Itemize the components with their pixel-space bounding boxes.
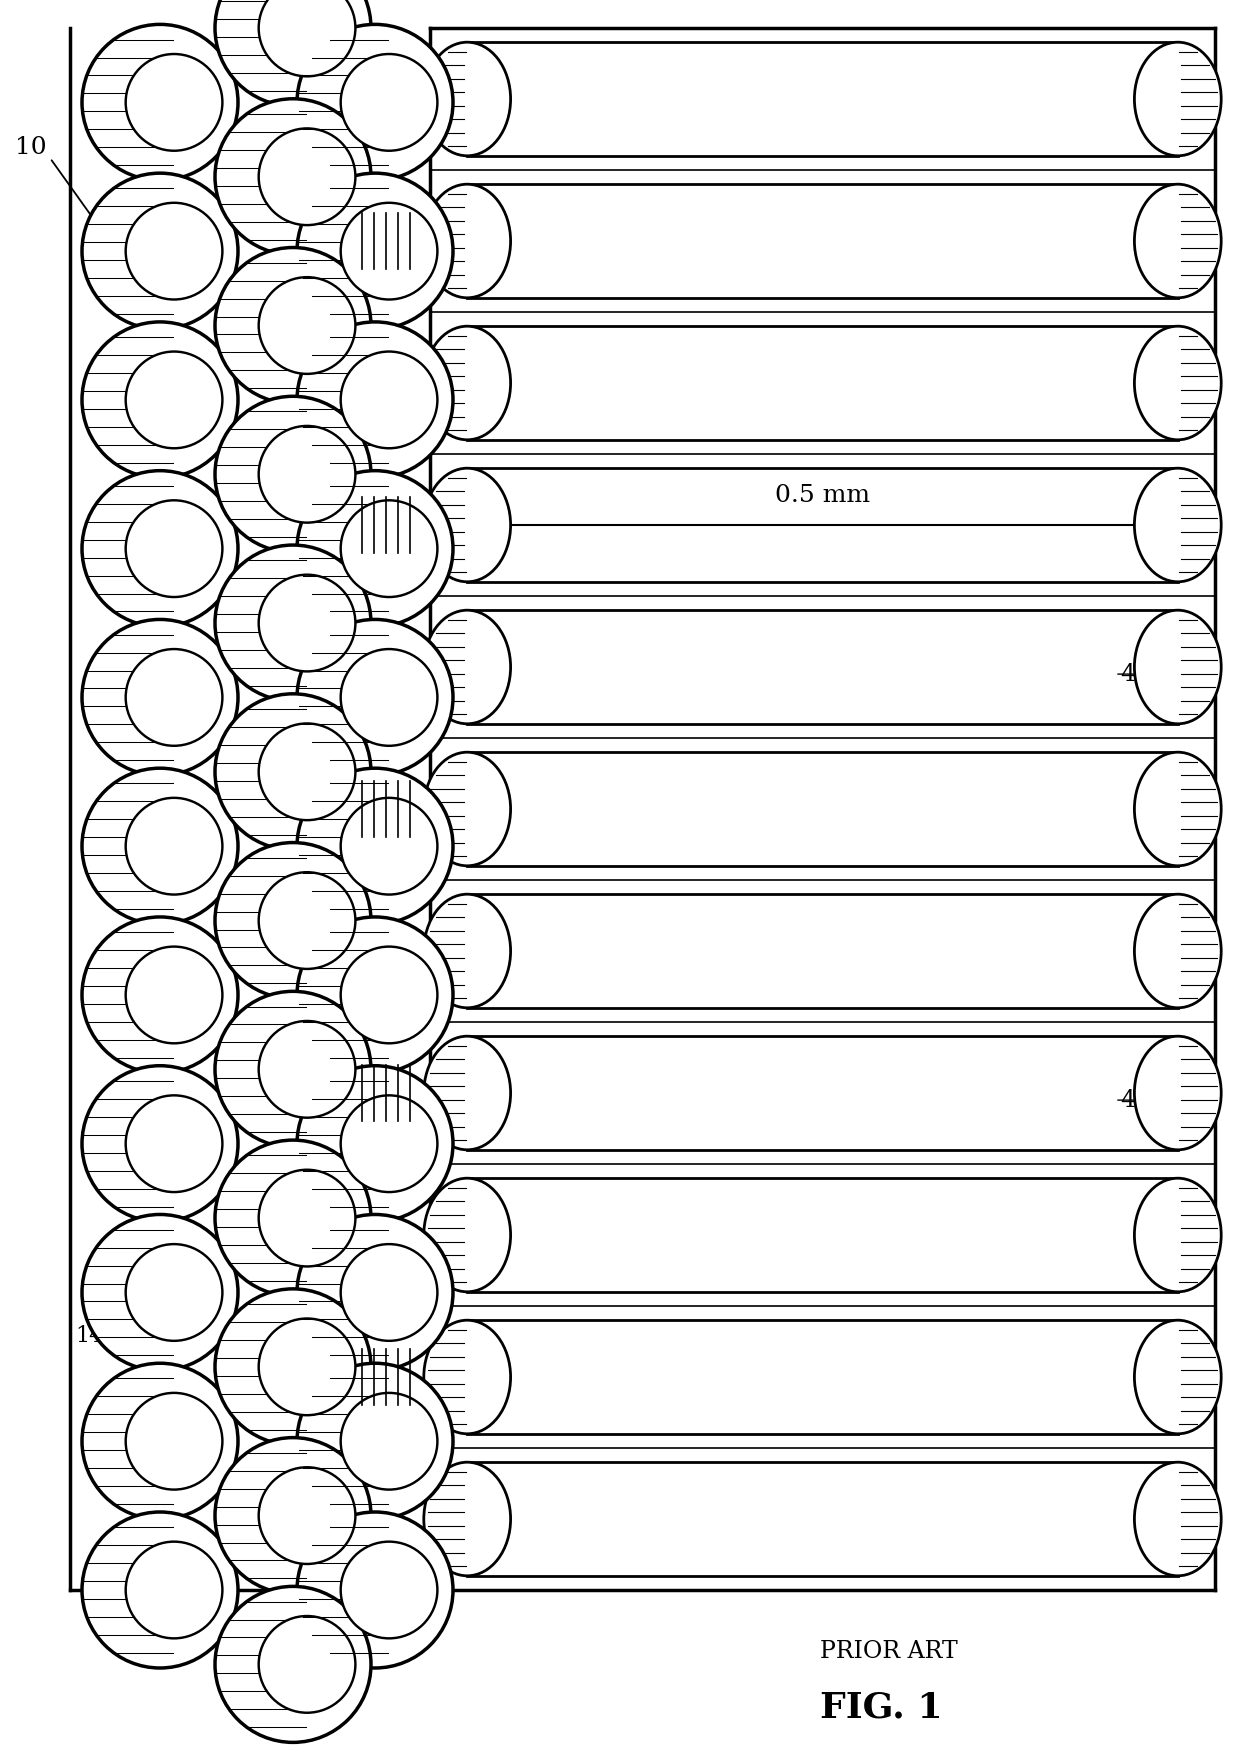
Ellipse shape bbox=[259, 277, 356, 374]
Ellipse shape bbox=[125, 501, 222, 598]
Ellipse shape bbox=[341, 1541, 438, 1638]
Ellipse shape bbox=[259, 1319, 356, 1416]
Ellipse shape bbox=[215, 1289, 371, 1446]
Ellipse shape bbox=[215, 1437, 371, 1594]
Ellipse shape bbox=[125, 203, 222, 300]
Ellipse shape bbox=[341, 1245, 438, 1342]
Ellipse shape bbox=[125, 1393, 222, 1490]
Ellipse shape bbox=[298, 323, 453, 478]
Ellipse shape bbox=[215, 1587, 371, 1742]
Ellipse shape bbox=[125, 55, 222, 152]
Ellipse shape bbox=[298, 1513, 453, 1668]
Ellipse shape bbox=[215, 99, 371, 256]
Ellipse shape bbox=[341, 501, 438, 598]
Ellipse shape bbox=[82, 1215, 238, 1370]
Ellipse shape bbox=[125, 1245, 222, 1342]
Ellipse shape bbox=[82, 1363, 238, 1520]
Ellipse shape bbox=[215, 247, 371, 404]
Ellipse shape bbox=[215, 695, 371, 850]
Ellipse shape bbox=[82, 1513, 238, 1668]
Ellipse shape bbox=[298, 1065, 453, 1222]
Ellipse shape bbox=[1135, 610, 1221, 725]
Ellipse shape bbox=[298, 25, 453, 180]
Ellipse shape bbox=[424, 1178, 511, 1292]
Ellipse shape bbox=[298, 471, 453, 626]
Ellipse shape bbox=[1135, 1178, 1221, 1292]
Ellipse shape bbox=[424, 183, 511, 298]
Ellipse shape bbox=[424, 326, 511, 439]
Ellipse shape bbox=[341, 203, 438, 300]
Ellipse shape bbox=[82, 323, 238, 478]
Ellipse shape bbox=[424, 610, 511, 725]
Ellipse shape bbox=[82, 173, 238, 330]
Ellipse shape bbox=[125, 649, 222, 746]
Ellipse shape bbox=[125, 351, 222, 448]
Ellipse shape bbox=[259, 1617, 356, 1712]
Ellipse shape bbox=[259, 1021, 356, 1118]
Text: 14: 14 bbox=[74, 1326, 103, 1347]
Ellipse shape bbox=[424, 469, 511, 582]
Ellipse shape bbox=[298, 917, 453, 1074]
Ellipse shape bbox=[82, 619, 238, 776]
Ellipse shape bbox=[1135, 183, 1221, 298]
Text: 12: 12 bbox=[146, 686, 174, 707]
Ellipse shape bbox=[259, 575, 356, 672]
Ellipse shape bbox=[341, 55, 438, 152]
Text: 0.5 mm: 0.5 mm bbox=[775, 485, 870, 508]
Ellipse shape bbox=[1135, 1320, 1221, 1433]
Ellipse shape bbox=[259, 1169, 356, 1266]
Text: 10: 10 bbox=[15, 136, 47, 159]
Ellipse shape bbox=[82, 471, 238, 626]
Ellipse shape bbox=[1135, 894, 1221, 1008]
Ellipse shape bbox=[298, 769, 453, 924]
Ellipse shape bbox=[215, 1141, 371, 1296]
Ellipse shape bbox=[259, 0, 356, 76]
Ellipse shape bbox=[341, 799, 438, 894]
Ellipse shape bbox=[341, 1393, 438, 1490]
Ellipse shape bbox=[1135, 1462, 1221, 1576]
Ellipse shape bbox=[215, 545, 371, 702]
Ellipse shape bbox=[424, 753, 511, 866]
Ellipse shape bbox=[259, 1467, 356, 1564]
Ellipse shape bbox=[341, 1095, 438, 1192]
Text: PRIOR ART: PRIOR ART bbox=[820, 1640, 957, 1663]
Ellipse shape bbox=[298, 173, 453, 330]
Ellipse shape bbox=[1135, 42, 1221, 155]
Ellipse shape bbox=[1135, 753, 1221, 866]
Ellipse shape bbox=[125, 799, 222, 894]
Ellipse shape bbox=[341, 947, 438, 1044]
Ellipse shape bbox=[259, 723, 356, 820]
Ellipse shape bbox=[259, 129, 356, 226]
Ellipse shape bbox=[1135, 469, 1221, 582]
Ellipse shape bbox=[82, 1065, 238, 1222]
Ellipse shape bbox=[341, 649, 438, 746]
Ellipse shape bbox=[125, 947, 222, 1044]
Ellipse shape bbox=[82, 917, 238, 1074]
Text: 42: 42 bbox=[1120, 663, 1151, 686]
Ellipse shape bbox=[424, 42, 511, 155]
Ellipse shape bbox=[341, 351, 438, 448]
Ellipse shape bbox=[125, 1541, 222, 1638]
Ellipse shape bbox=[125, 1095, 222, 1192]
Ellipse shape bbox=[215, 843, 371, 998]
Ellipse shape bbox=[215, 397, 371, 552]
Ellipse shape bbox=[424, 1320, 511, 1433]
Text: FIG. 1: FIG. 1 bbox=[820, 1691, 942, 1724]
Ellipse shape bbox=[1135, 326, 1221, 439]
Ellipse shape bbox=[82, 25, 238, 180]
Ellipse shape bbox=[215, 0, 371, 106]
Ellipse shape bbox=[298, 619, 453, 776]
Ellipse shape bbox=[424, 1462, 511, 1576]
Ellipse shape bbox=[215, 991, 371, 1148]
Ellipse shape bbox=[259, 873, 356, 970]
Ellipse shape bbox=[298, 1363, 453, 1520]
Ellipse shape bbox=[424, 894, 511, 1008]
Ellipse shape bbox=[298, 1215, 453, 1370]
Ellipse shape bbox=[259, 427, 356, 522]
Ellipse shape bbox=[424, 1037, 511, 1149]
Ellipse shape bbox=[82, 769, 238, 924]
Ellipse shape bbox=[1135, 1037, 1221, 1149]
Text: 40: 40 bbox=[1120, 1088, 1151, 1112]
